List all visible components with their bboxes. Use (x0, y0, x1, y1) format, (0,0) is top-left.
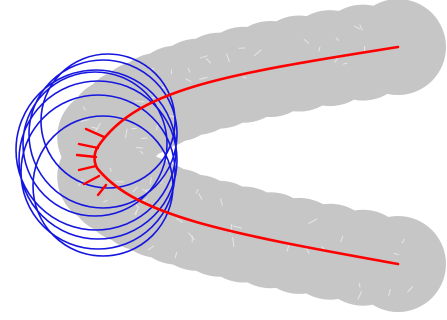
hatch-stroke (147, 245, 155, 251)
blue-circle (28, 59, 178, 209)
hatch-stroke (393, 252, 399, 256)
hatch-stroke (195, 188, 199, 194)
hatch-stroke (357, 290, 363, 300)
red-whisker-tick (84, 127, 106, 139)
hatch-stroke (388, 289, 391, 296)
hatch-stroke (318, 46, 321, 52)
hatch-stroke (148, 96, 156, 100)
hatch-stroke (205, 58, 212, 64)
hatch-stroke (225, 53, 230, 63)
hatch-stroke (82, 106, 86, 111)
hatch-stroke (80, 119, 89, 123)
hatch-stroke (358, 283, 361, 288)
hatch-stroke (176, 217, 184, 224)
hatch-stroke (232, 225, 242, 229)
hatch-stroke (286, 245, 290, 252)
blue-circle-outlines (15, 53, 178, 257)
hatch-stroke (254, 49, 262, 57)
blue-circle (22, 71, 168, 217)
red-trajectory (75, 45, 400, 266)
hatch-stroke (131, 127, 137, 130)
hatch-stroke (174, 251, 178, 259)
hatch-stroke (161, 87, 166, 89)
blue-circle (20, 94, 176, 250)
hatch-stroke (353, 25, 361, 30)
hatch-stroke (132, 186, 138, 193)
hatch-stroke (407, 286, 414, 293)
blue-circle (32, 115, 174, 257)
hatch-stroke (149, 177, 152, 185)
hatch-stroke (342, 62, 348, 65)
hatch-stroke (198, 193, 203, 200)
hatch-stroke (139, 150, 144, 155)
hatch-stroke (308, 218, 318, 225)
hatch-stroke (125, 128, 128, 138)
blue-circle (40, 53, 176, 189)
hatch-stroke (303, 38, 310, 44)
red-whisker-tick (75, 153, 98, 159)
hatch-stroke (140, 137, 148, 140)
hatch-stroke (91, 126, 98, 130)
hatch-stroke (335, 37, 340, 41)
blue-circle (18, 80, 178, 240)
red-whisker-tick (96, 183, 108, 197)
hatch-stroke (305, 248, 310, 255)
hatch-stroke (359, 24, 363, 31)
swept-disks (57, 0, 446, 312)
hatch-stroke (340, 235, 344, 243)
hatch-stroke (187, 232, 196, 241)
hatch-stroke (401, 238, 406, 244)
hatch-stroke (185, 78, 192, 83)
hatch-stroke (232, 237, 235, 248)
hatch-stroke (94, 122, 101, 132)
hatch-stroke (135, 147, 144, 149)
hatch-stroke (187, 67, 191, 73)
red-whisker-tick (77, 142, 100, 150)
hatch-stroke (135, 209, 138, 216)
red-whisker-tick (82, 174, 101, 186)
hatch-stroke (242, 76, 247, 79)
hatch-stroke (103, 199, 108, 203)
red-whisker-tick (77, 164, 98, 172)
hatch-stroke (134, 100, 145, 103)
hatch-stroke (199, 55, 208, 59)
hatch-stroke (142, 198, 148, 202)
hatch-stroke (220, 198, 223, 206)
hatch-stroke (199, 76, 208, 80)
hatch-stroke (109, 167, 112, 172)
